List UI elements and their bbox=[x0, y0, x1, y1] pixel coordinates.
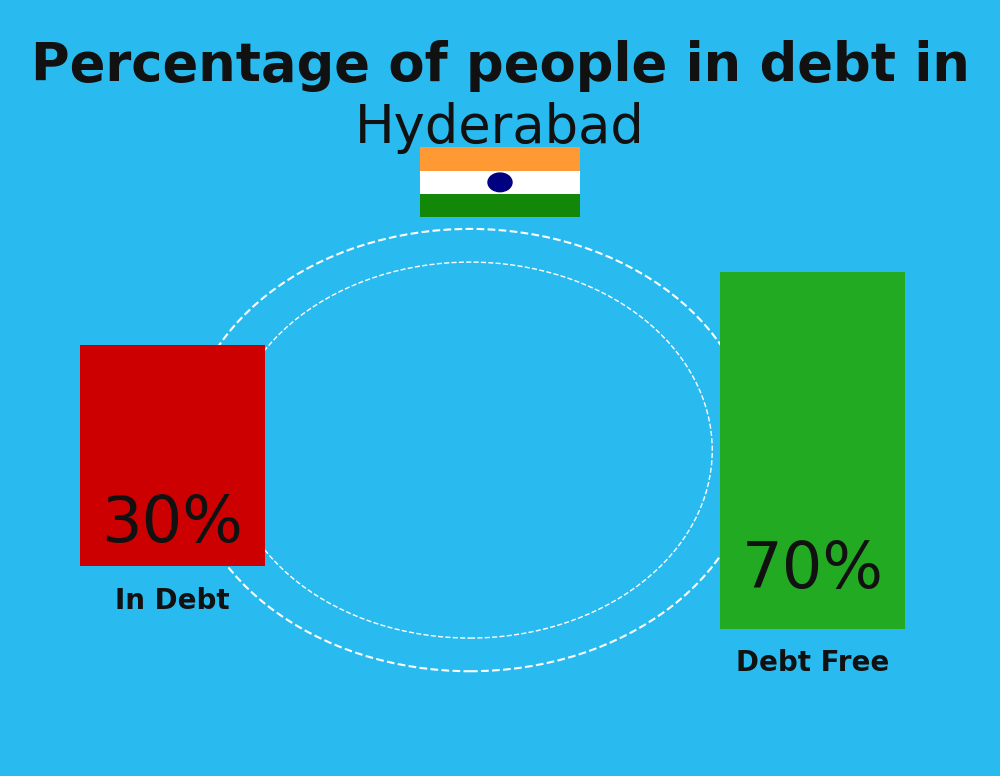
FancyBboxPatch shape bbox=[420, 147, 580, 171]
Text: Percentage of people in debt in: Percentage of people in debt in bbox=[31, 40, 969, 92]
Text: In Debt: In Debt bbox=[115, 587, 230, 615]
FancyBboxPatch shape bbox=[420, 194, 580, 217]
Text: 70%: 70% bbox=[742, 539, 884, 601]
Circle shape bbox=[488, 173, 512, 192]
Text: Hyderabad: Hyderabad bbox=[355, 102, 645, 154]
Text: Debt Free: Debt Free bbox=[736, 650, 889, 677]
FancyBboxPatch shape bbox=[420, 171, 580, 194]
FancyBboxPatch shape bbox=[80, 345, 265, 566]
FancyBboxPatch shape bbox=[720, 272, 905, 629]
Text: 30%: 30% bbox=[102, 493, 243, 555]
